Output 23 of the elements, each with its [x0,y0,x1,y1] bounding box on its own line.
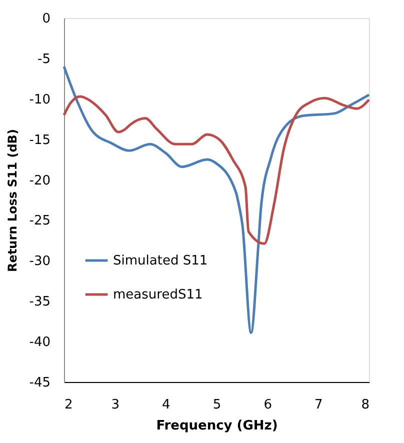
y-tick-label: -25 [29,214,50,229]
x-tick-label: 7 [314,398,323,412]
line-series [62,65,370,334]
x-tick-label: 4 [162,398,170,412]
x-axis-title: Frequency (GHz) [156,418,278,434]
y-tick-label: -30 [29,254,50,270]
legend-label: measuredS11 [113,288,203,302]
y-tick-label: -40 [29,335,50,350]
legend-label: Simulated S11 [113,254,208,268]
y-tick-label: -20 [29,173,50,188]
x-tick-label: 2 [64,398,73,412]
x-tick-label: 5 [212,398,222,412]
x-tick-label: 6 [264,398,272,412]
x-tick-label: 3 [111,398,120,412]
y-tick-label: -45 [29,376,50,390]
y-axis-title: Return Loss S11 (dB) [5,129,20,272]
y-tick-label: -35 [29,294,50,310]
x-tick-label: 8 [361,398,370,412]
y-tick-label: 0 [42,12,50,26]
line-series [62,95,370,245]
y-tick-label: -5 [38,52,50,67]
y-tick-label: -15 [29,132,50,148]
y-tick-label: -10 [29,92,50,108]
